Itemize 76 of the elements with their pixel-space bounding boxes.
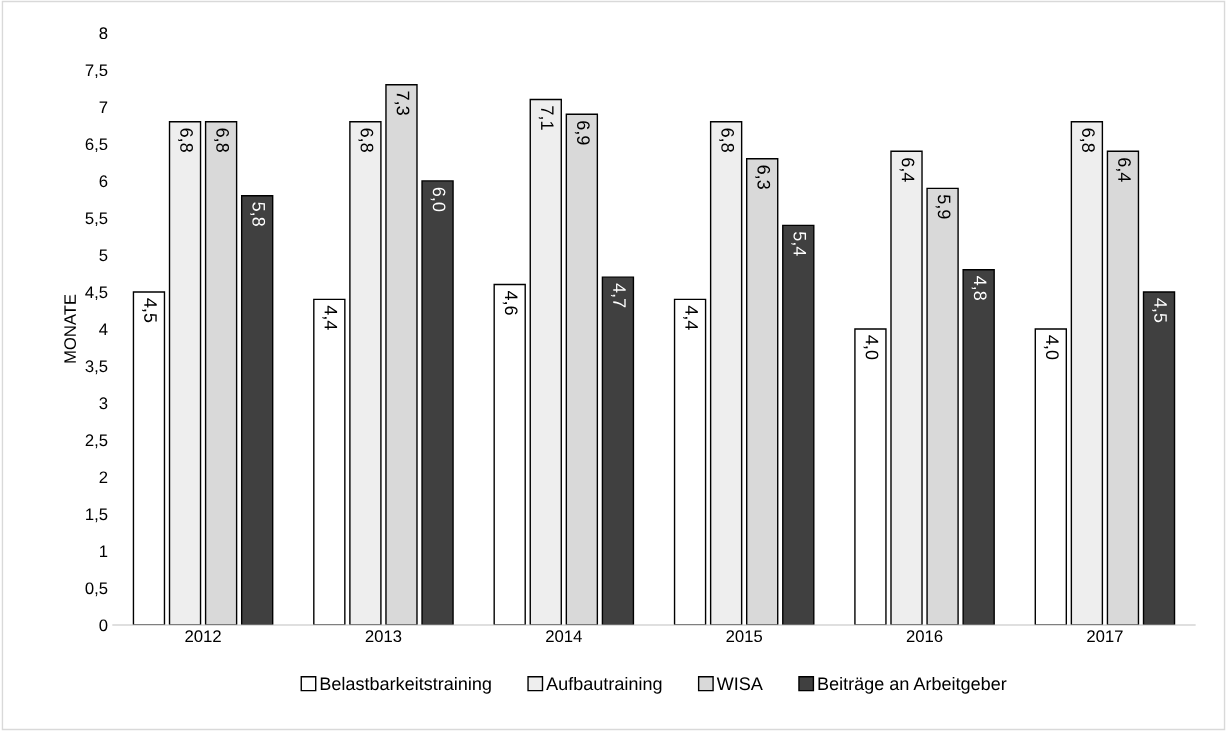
y-tick-label: 6 [99, 175, 108, 188]
y-tick-label: 2 [99, 471, 108, 484]
y-tick-label: 3 [99, 397, 108, 410]
x-tick-label: 2012 [185, 630, 221, 643]
data-label: 4,0 [1043, 335, 1059, 360]
y-tick-label: 1,5 [86, 508, 108, 523]
bar [1106, 150, 1140, 625]
bar [746, 158, 779, 625]
data-label: 4,5 [141, 298, 157, 323]
data-label: 5,4 [791, 231, 807, 256]
bar [709, 121, 743, 625]
data-label: 4,7 [610, 283, 626, 308]
bar [890, 150, 923, 625]
data-label: 4,6 [502, 290, 518, 315]
data-label: 6,9 [574, 121, 590, 145]
y-tick-label: 1 [100, 545, 108, 558]
bar [421, 180, 454, 625]
y-tick-label: 4 [99, 323, 108, 335]
data-label: 6,8 [178, 128, 193, 152]
legend-label: WISA [716, 677, 763, 691]
bar [313, 298, 346, 625]
data-label: 6,3 [755, 165, 771, 189]
y-tick-label: 0,5 [85, 582, 108, 597]
x-tick-label: 2014 [546, 630, 582, 643]
legend-label: Aufbautraining [546, 676, 662, 694]
data-label: 6,8 [358, 128, 374, 152]
bar [854, 328, 887, 625]
data-label: 4,5 [1152, 298, 1167, 323]
bar [204, 121, 238, 625]
y-tick-label: 6,5 [85, 138, 108, 153]
y-tick-label: 7,5 [85, 64, 108, 79]
data-label: 6,4 [1115, 158, 1131, 182]
y-tick-label: 8 [99, 27, 108, 40]
bar [240, 195, 274, 625]
data-label: 4,4 [683, 305, 698, 330]
y-tick-label: 5 [99, 249, 108, 262]
y-tick-label: 3,5 [85, 360, 108, 375]
bar [1070, 121, 1104, 625]
bar [926, 187, 959, 625]
bar [132, 291, 166, 625]
data-label: 6,8 [1079, 128, 1095, 152]
bar [601, 276, 635, 625]
legend-label: Beiträge an Arbeitgeber [818, 676, 1007, 694]
bar [349, 121, 382, 625]
data-label: 5,9 [935, 194, 951, 219]
y-tick-label: 0 [99, 619, 108, 632]
bar [493, 283, 526, 625]
y-tick-label: 5,5 [85, 212, 108, 227]
data-label: 4,8 [971, 276, 987, 300]
data-label: 7,1 [538, 106, 554, 130]
bar [529, 98, 562, 625]
y-tick-label: 7 [99, 101, 108, 113]
data-label: 7,3 [394, 91, 410, 115]
y-tick-label: 4,5 [85, 286, 108, 301]
y-axis-title: MONATE [64, 294, 77, 363]
data-label: 6,8 [719, 128, 735, 152]
data-label: 6,0 [430, 187, 446, 212]
y-tick-label: 2,5 [85, 434, 108, 449]
bar [1034, 328, 1068, 625]
bar [168, 121, 202, 625]
bar [673, 298, 707, 625]
x-tick-label: 2013 [365, 630, 402, 643]
data-label: 6,4 [899, 158, 915, 182]
bar [385, 84, 418, 625]
legend-label: Belastbarkeitstraining [320, 676, 491, 694]
bar [962, 269, 995, 625]
x-tick-label: 2016 [906, 630, 943, 643]
bar [565, 113, 599, 625]
data-label: 4,4 [322, 305, 338, 330]
x-tick-label: 2015 [726, 630, 763, 643]
data-label: 5,8 [250, 202, 266, 226]
x-tick-label: 2017 [1087, 630, 1123, 643]
bar [782, 224, 815, 625]
data-label: 4,0 [863, 335, 879, 360]
bar [1142, 291, 1176, 625]
data-label: 6,8 [214, 128, 230, 152]
